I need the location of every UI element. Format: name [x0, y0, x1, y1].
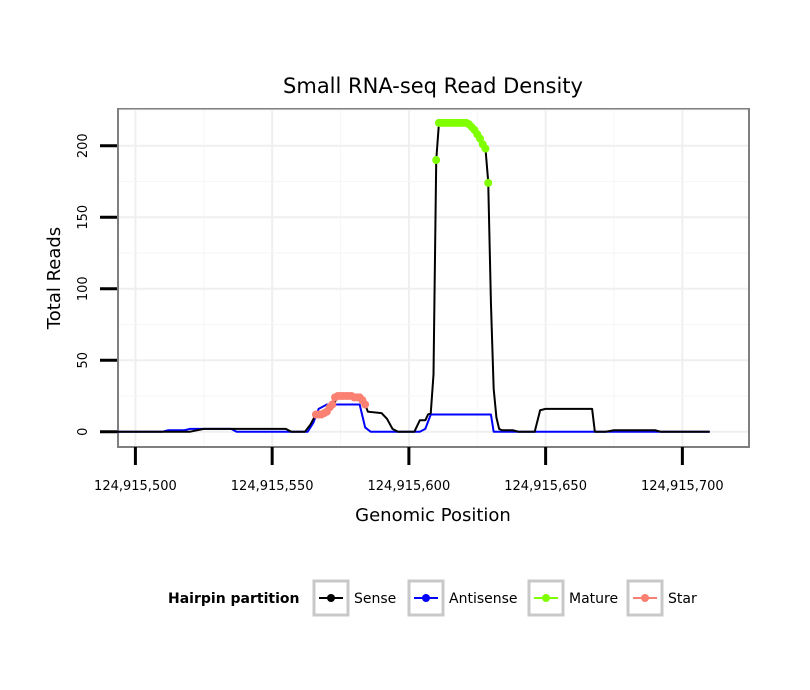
legend-item-mature: Mature — [527, 579, 618, 617]
mature-point-0 — [432, 156, 441, 165]
x-axis-label: Genomic Position — [355, 505, 511, 526]
mature-point-18 — [481, 144, 490, 153]
legend-label-antisense: Antisense — [449, 591, 518, 607]
star-point-18 — [361, 400, 370, 409]
legend: Hairpin partition Sense Antisense Mature Sta… — [168, 579, 697, 617]
y-axis-label: Total Reads — [44, 227, 65, 330]
x-tick-label-3: 124,915,650 — [504, 479, 587, 494]
legend-item-star: Star — [626, 579, 697, 617]
axes: 124,915,500 124,915,550 124,915,600 124,915… — [76, 133, 724, 494]
legend-key-dot-mature — [542, 594, 550, 602]
legend-title: Hairpin partition — [168, 591, 299, 607]
series-points-star — [311, 391, 370, 419]
x-tick-label-4: 124,915,700 — [641, 479, 724, 494]
series-points-mature — [432, 118, 493, 187]
y-tick-label-1: 50 — [76, 352, 91, 369]
series-line-antisense — [113, 403, 710, 433]
y-tick-label-0: 0 — [76, 428, 91, 436]
x-tick-label-0: 124,915,500 — [94, 479, 177, 494]
x-tick-label-1: 124,915,550 — [231, 479, 314, 494]
y-tick-label-4: 200 — [76, 133, 91, 158]
grid — [119, 109, 748, 446]
plot-panel — [117, 108, 750, 448]
legend-label-star: Star — [668, 591, 697, 607]
y-tick-label-2: 100 — [76, 276, 91, 301]
legend-label-mature: Mature — [569, 591, 618, 607]
legend-key-dot-antisense — [422, 594, 430, 602]
legend-label-sense: Sense — [354, 591, 396, 607]
legend-key-dot-sense — [327, 594, 335, 602]
legend-item-antisense: Antisense — [407, 579, 518, 617]
legend-item-sense: Sense — [312, 579, 396, 617]
star-point-6 — [328, 400, 337, 409]
series-layer — [113, 118, 710, 433]
y-tick-label-3: 150 — [76, 205, 91, 230]
mature-point-19 — [484, 178, 493, 187]
x-tick-label-2: 124,915,600 — [368, 479, 451, 494]
legend-key-dot-star — [641, 594, 649, 602]
chart-title: Small RNA-seq Read Density — [283, 74, 583, 98]
